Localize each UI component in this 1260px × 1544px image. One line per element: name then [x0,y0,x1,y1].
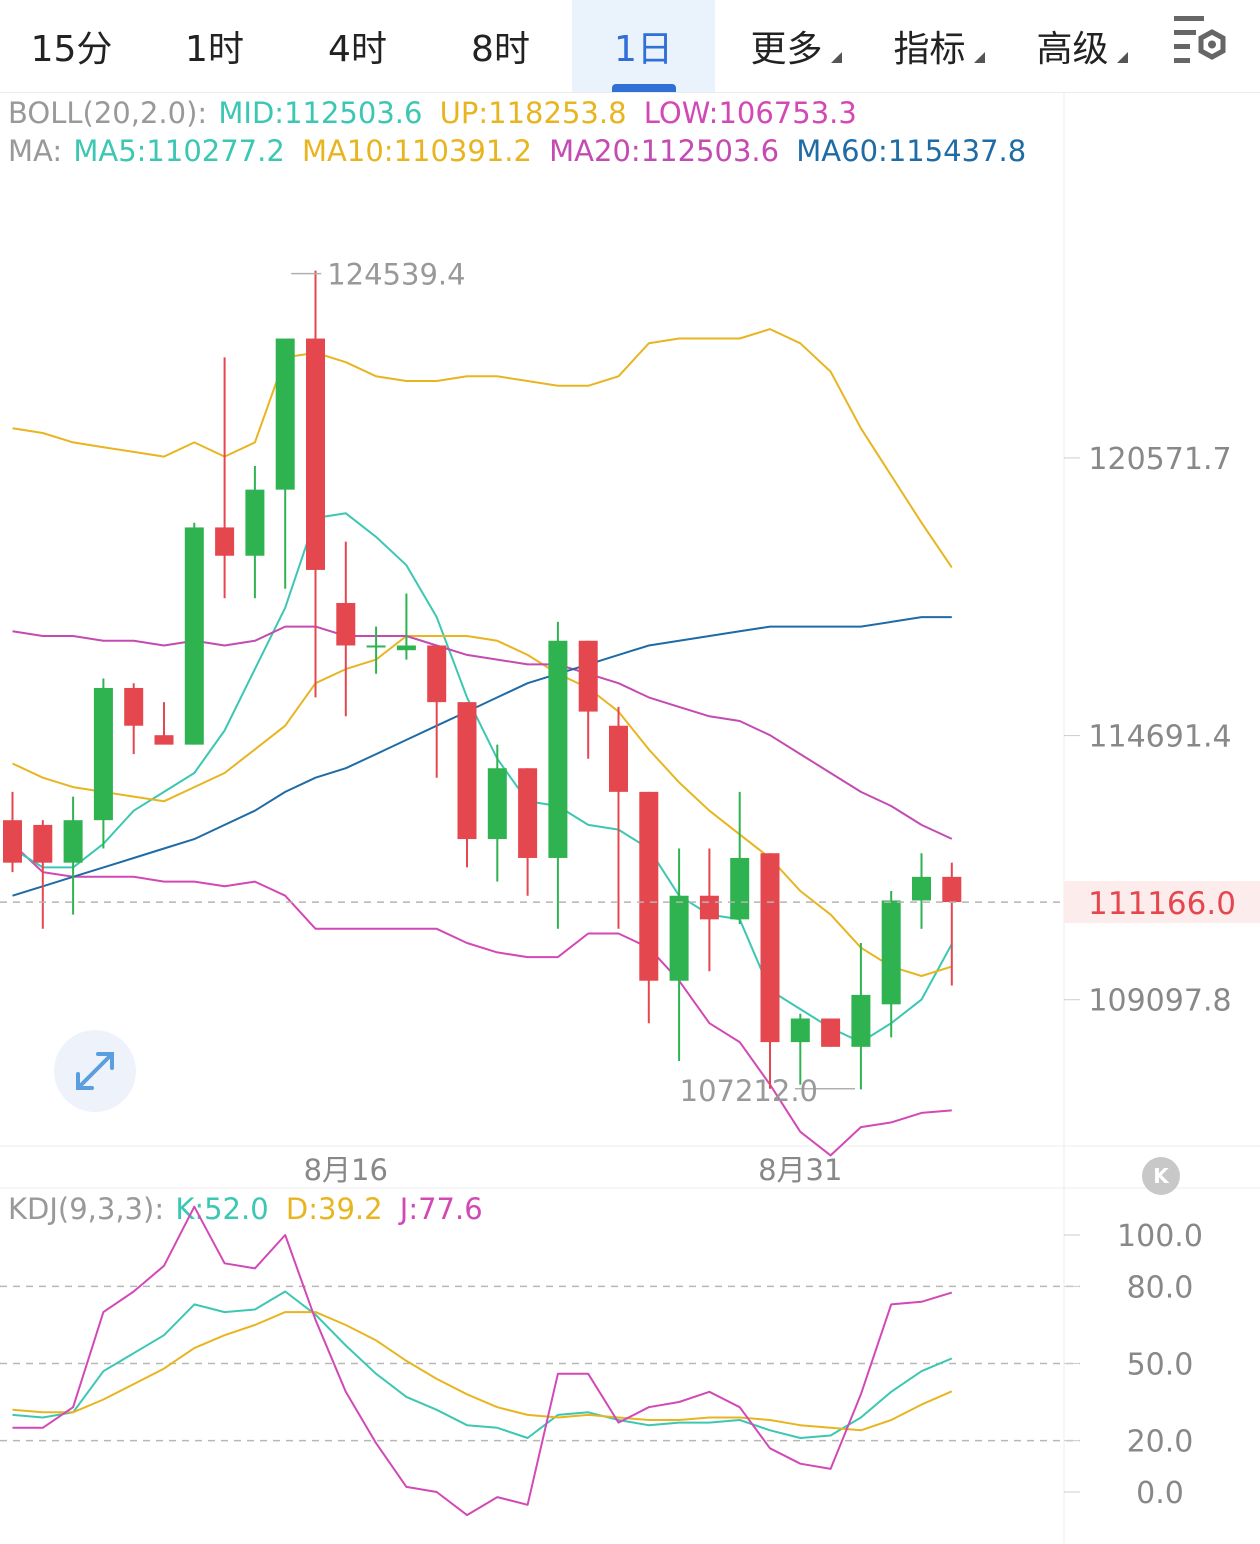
candle-body [124,687,144,726]
tab-label: 指标 [893,29,966,70]
candle-body [33,824,53,863]
expand-chart-button[interactable] [54,1030,136,1112]
kdj-legend: KDJ(9,3,3): K:52.0 D:39.2 J:77.6 [8,1192,491,1226]
tab-label: 8时 [471,29,530,70]
price-tick-label: 109097.8 [1088,984,1231,1019]
candle-body [518,768,538,858]
kdj-tick-label: 80.0 [1127,1270,1194,1305]
candle-body [63,820,83,863]
candle-body [790,1018,810,1043]
kdj-tick-label: 20.0 [1127,1425,1194,1460]
candle-body [851,994,871,1047]
price-tick-label: 120571.7 [1088,442,1231,477]
kdj-legend-d: D:39.2 [285,1192,383,1226]
candle-body [396,645,416,651]
tab-7[interactable]: 高级 [1001,0,1144,92]
tab-label: 15分 [30,29,113,70]
candle-body [669,895,689,981]
chart-settings-button[interactable] [1170,10,1232,72]
candle-body [821,1018,841,1047]
boll-legend-mid: MID:112503.6 [218,96,423,130]
min-annotation-label: 107212.0 [680,1074,818,1108]
date-axis-label: 8月16 [304,1153,388,1187]
tab-label: 1日 [614,29,673,70]
boll-legend-low: LOW:106753.3 [643,96,857,130]
date-axis-label: 8月31 [758,1153,842,1187]
boll-legend-up: UP:118253.8 [439,96,627,130]
expand-arrows-icon [76,1052,114,1090]
dropdown-caret-icon [1117,52,1128,63]
candle-body [154,735,174,745]
kdj-tick-label: 100.0 [1117,1219,1203,1254]
candle-body [306,338,325,570]
timeframe-tab-bar: 15分 1时 4时 8时 1日 更多 指标 高级 [0,0,1260,93]
kdj-legend-k: K:52.0 [175,1192,269,1226]
candle-body [760,853,780,1043]
kdj-line-d [12,1311,953,1432]
last-price-label: 111166.0 [1088,886,1236,922]
kdj-legend-prefix: KDJ(9,3,3): [8,1192,165,1226]
boll-legend: BOLL(20,2.0): MID:112503.6 UP:118253.8 L… [8,96,865,130]
kdj-tick-label: 0.0 [1136,1476,1184,1511]
tab-3[interactable]: 8时 [429,0,572,92]
boll-legend-prefix: BOLL(20,2.0): [8,96,208,130]
candle-body [487,768,507,840]
tab-6[interactable]: 指标 [858,0,1001,92]
candle-body [3,820,22,863]
tab-0[interactable]: 15分 [0,0,143,92]
candle-body [457,702,477,840]
tab-5[interactable]: 更多 [715,0,858,92]
series-line-ma60 [12,616,952,897]
candle-body [184,527,204,745]
ma-legend-ma60: MA60:115437.8 [796,134,1027,168]
kdj-line-k [12,1290,953,1439]
last-price-tag [1064,881,1260,924]
candle-body [215,527,235,556]
price-tick-label: 114691.4 [1088,720,1231,755]
series-line-low [11,843,952,1157]
kdj-line-j [12,1205,953,1517]
candle-body [609,725,628,792]
tab-label: 更多 [750,29,823,70]
kdj-tick-label: 50.0 [1127,1348,1194,1383]
candle-body [942,876,962,903]
chart-settings-icon [1174,16,1226,63]
dropdown-caret-icon [974,52,985,63]
ma-legend-prefix: MA: [8,134,63,168]
tab-label: 1时 [185,29,244,70]
candle-body [639,791,659,981]
dropdown-caret-icon [831,52,842,63]
ma-legend: MA: MA5:110277.2 MA10:110391.2 MA20:1125… [8,134,1034,168]
candle-body [881,900,901,1005]
candle-body [427,645,447,703]
k-scroll-button[interactable]: K [1142,1157,1180,1195]
ma-legend-ma5: MA5:110277.2 [73,134,285,168]
candle-body [699,895,719,920]
candle-body [912,876,931,901]
kdj-legend-j: J:77.6 [399,1192,483,1226]
tab-label: 高级 [1036,29,1109,70]
series-line-ma20 [12,625,953,840]
candle-body [275,338,295,490]
candle-body [336,602,356,646]
tab-4[interactable]: 1日 [572,0,715,92]
tab-label: 4时 [328,29,387,70]
tab-1[interactable]: 1时 [143,0,286,92]
candle-body [730,857,750,920]
candle-body [578,640,598,712]
candle-body [548,640,568,858]
ma-legend-ma20: MA20:112503.6 [549,134,780,168]
ma-legend-ma10: MA10:110391.2 [302,134,532,168]
candle-body [245,489,265,556]
candle-body [93,687,113,821]
series-line-up [12,328,953,568]
candle-body [366,645,386,648]
max-annotation-label: 124539.4 [327,258,465,292]
tab-2[interactable]: 4时 [286,0,429,92]
series-line-ma5 [11,512,953,1044]
series-line-ma10 [12,635,953,977]
active-tab-indicator [611,84,676,92]
